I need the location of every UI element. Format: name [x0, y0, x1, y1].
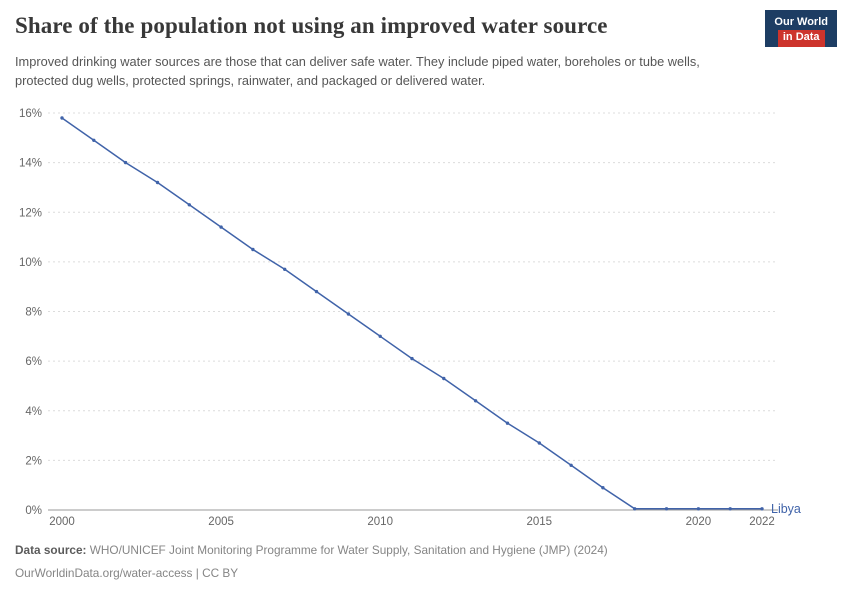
data-point	[664, 507, 669, 511]
data-source-line: Data source: WHO/UNICEF Joint Monitoring…	[15, 539, 608, 562]
x-tick-label: 2022	[749, 516, 775, 528]
x-tick-label: 2015	[527, 516, 553, 528]
x-tick-label: 2010	[367, 516, 393, 528]
data-point	[633, 507, 637, 511]
data-point	[728, 507, 732, 511]
y-tick-label: 12%	[19, 207, 42, 219]
y-tick-label: 4%	[25, 406, 42, 418]
data-point	[601, 486, 605, 490]
y-tick-label: 0%	[25, 505, 42, 517]
chart-subtitle: Improved drinking water sources are thos…	[15, 54, 700, 89]
x-tick-label: 2000	[49, 516, 75, 528]
data-point	[505, 421, 510, 425]
page-title: Share of the population not using an imp…	[15, 13, 608, 38]
data-point	[60, 116, 64, 120]
data-point	[283, 267, 287, 271]
x-tick-label: 2020	[686, 516, 712, 528]
data-point	[219, 225, 223, 229]
data-point	[251, 247, 255, 252]
y-tick-label: 10%	[19, 257, 42, 269]
y-tick-label: 6%	[25, 356, 42, 368]
data-source-text: WHO/UNICEF Joint Monitoring Programme fo…	[86, 543, 608, 557]
y-tick-label: 16%	[19, 108, 42, 120]
line-chart: 0% 2% 4% 6% 8% 10% 12% 14% 16% 2000 2005 2010 2015 20…	[19, 108, 801, 528]
x-tick-label: 2005	[208, 516, 234, 528]
data-point	[378, 334, 382, 338]
data-point	[410, 356, 414, 361]
data-point	[696, 507, 701, 511]
y-tick-label: 14%	[19, 158, 42, 170]
data-point	[760, 507, 764, 511]
data-point	[314, 289, 319, 294]
owid-logo: Our World in Data	[765, 10, 837, 48]
data-point	[473, 399, 478, 403]
data-point	[442, 376, 446, 381]
series-line	[61, 117, 762, 510]
data-point	[537, 441, 541, 445]
data-point	[346, 312, 351, 316]
license-text: OurWorldinData.org/water-access | CC BY	[15, 565, 239, 580]
y-tick-label: 8%	[25, 307, 42, 319]
data-point	[187, 203, 191, 207]
chart-footer: Data source: WHO/UNICEF Joint Monitoring…	[15, 539, 608, 584]
data-point	[155, 180, 160, 185]
data-point	[92, 138, 96, 142]
series-entity-label: Libya	[771, 502, 801, 516]
y-tick-label: 2%	[25, 455, 42, 467]
owid-logo-line2: in Data	[777, 30, 825, 48]
data-source-label: Data source:	[15, 543, 87, 557]
owid-logo-line1: Our World	[774, 16, 828, 28]
data-point	[569, 463, 573, 467]
data-point	[123, 160, 128, 165]
